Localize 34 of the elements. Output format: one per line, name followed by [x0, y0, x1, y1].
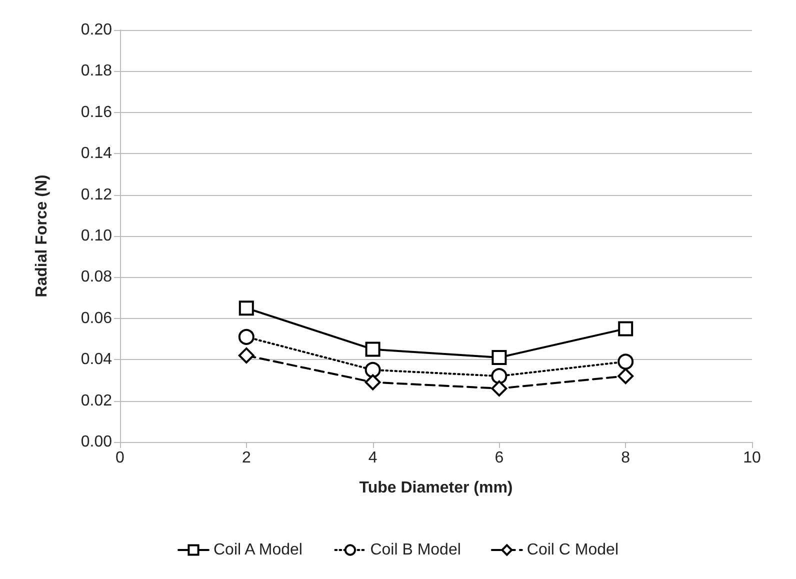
point: [364, 374, 381, 390]
point: [364, 362, 381, 378]
point: [365, 342, 380, 357]
y-axis-title: Radial Force (N): [34, 174, 50, 298]
legend-label: Coil B Model: [370, 542, 461, 558]
point: [491, 368, 508, 384]
x-axis-title: Tube Diameter (mm): [359, 480, 513, 496]
y-tick-label: 0.14: [80, 145, 112, 162]
x-tick-label: 2: [242, 450, 251, 466]
y-tick-label: 0.12: [80, 186, 112, 204]
y-tick-label: 0.18: [80, 62, 112, 80]
point: [238, 328, 254, 345]
y-tick-label: 0.02: [80, 392, 112, 410]
y-tick-label: 0.04: [80, 351, 112, 368]
point: [492, 350, 507, 366]
x-tick-label: 4: [368, 450, 378, 466]
y-tick-label: 0.10: [80, 228, 112, 244]
point: [618, 368, 634, 384]
y-tick-label: 0.00: [80, 434, 112, 450]
x-tick-label: 6: [494, 450, 504, 466]
y-tick-label: 0.08: [80, 268, 112, 286]
point: [618, 354, 634, 370]
point: [618, 321, 634, 336]
x-tick-label: 8: [621, 450, 630, 466]
y-tick-label: 0.06: [80, 310, 112, 327]
point: [491, 380, 508, 396]
y-tick-label: 0.20: [80, 22, 112, 38]
y-tick-label: 0.16: [80, 104, 112, 121]
point: [238, 347, 254, 364]
x-tick-label: 0: [116, 450, 125, 466]
legend-label: Coil A Model: [214, 542, 302, 558]
point: [238, 300, 254, 316]
x-tick-label: 10: [743, 450, 761, 466]
legend-label: Coil C Model: [526, 542, 619, 558]
